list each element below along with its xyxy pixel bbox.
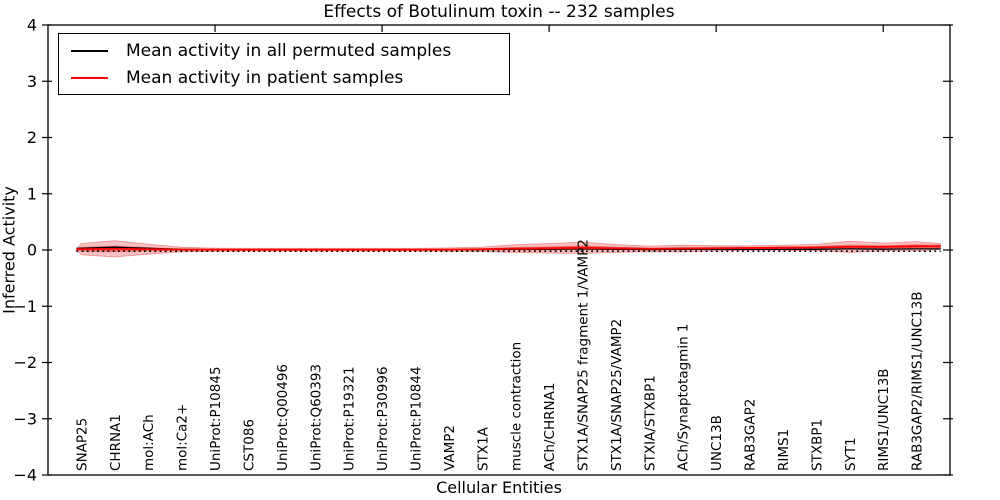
x-category-label: UniProt:Q00496 <box>275 364 291 471</box>
legend-label-permuted: Mean activity in all permuted samples <box>126 40 452 61</box>
legend-line-black-icon <box>71 49 108 52</box>
y-tick-label: −1 <box>13 297 37 316</box>
x-category-label: STX1A <box>475 426 491 471</box>
y-tick-label: −4 <box>13 466 37 485</box>
x-category-label: UniProt:P30996 <box>375 366 391 471</box>
y-tick-label: −3 <box>13 409 37 428</box>
mean-patient-line <box>76 245 941 251</box>
x-category-label: CHRNA1 <box>108 414 124 471</box>
x-axis-label: Cellular Entities <box>436 478 562 497</box>
x-category-label: UniProt:P19321 <box>342 366 358 471</box>
x-category-label: muscle contraction <box>509 342 525 471</box>
x-category-label: SNAP25 <box>74 418 90 471</box>
x-category-label: RIMS1 <box>776 429 792 471</box>
legend-label-patient: Mean activity in patient samples <box>126 67 404 88</box>
y-tick-label: 2 <box>27 128 37 147</box>
legend-item-permuted: Mean activity in all permuted samples <box>71 37 501 64</box>
chart-title: Effects of Botulinum toxin -- 232 sample… <box>323 2 675 22</box>
x-category-label: STXBP1 <box>809 419 825 471</box>
x-category-label: mol:Ca2+ <box>175 404 191 471</box>
x-category-label: CST086 <box>241 419 257 471</box>
x-category-label: STX1A/SNAP25 fragment 1/VAMP2 <box>576 239 592 471</box>
x-category-label: mol:ACh <box>141 414 157 471</box>
x-category-label: UniProt:Q60393 <box>308 364 324 471</box>
x-category-label: SYT1 <box>843 437 859 471</box>
x-category-label: STX1A/SNAP25/VAMP2 <box>609 319 625 471</box>
y-axis-label: Inferred Activity <box>0 186 19 314</box>
legend-item-patient: Mean activity in patient samples <box>71 64 501 91</box>
y-tick-label: 0 <box>27 241 37 260</box>
x-category-label: RAB3GAP2/RIMS1/UNC13B <box>910 292 926 471</box>
x-category-label: ACh/CHRNA1 <box>542 383 558 471</box>
x-category-label: VAMP2 <box>442 425 458 471</box>
x-category-label: RIMS1/UNC13B <box>876 368 892 471</box>
x-category-label: UniProt:P10844 <box>409 366 425 471</box>
x-category-label: ACh/Synaptotagmin 1 <box>676 323 692 471</box>
x-category-label: RAB3GAP2 <box>743 399 759 471</box>
x-category-label: UniProt:P10845 <box>208 366 224 471</box>
x-category-label: STXIA/STXBP1 <box>642 375 658 471</box>
y-tick-label: 3 <box>27 72 37 91</box>
legend-line-red-icon <box>71 76 108 79</box>
y-tick-label: 1 <box>27 184 37 203</box>
x-category-label: UNC13B <box>709 415 725 471</box>
y-tick-label: −2 <box>13 353 37 372</box>
legend: Mean activity in all permuted samples Me… <box>58 33 510 95</box>
y-tick-label: 4 <box>27 16 37 35</box>
